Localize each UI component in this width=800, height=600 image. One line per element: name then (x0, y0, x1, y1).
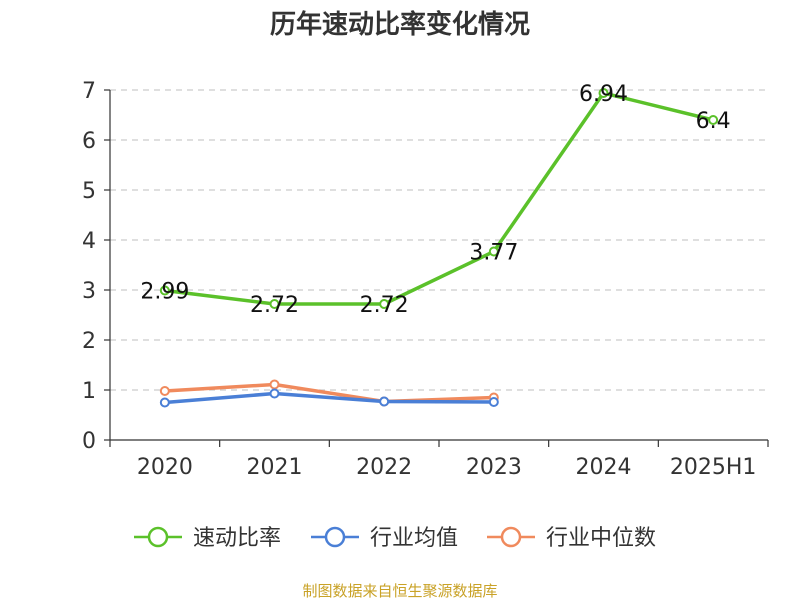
series-1 (159, 388, 499, 408)
y-tick-label: 4 (82, 229, 96, 254)
y-tick-label: 5 (82, 179, 96, 204)
y-tick-label: 1 (82, 379, 96, 404)
legend-item-2[interactable]: 行业中位数 (487, 526, 656, 551)
data-point[interactable] (488, 246, 499, 257)
data-point[interactable] (269, 388, 280, 399)
y-tick-label: 2 (82, 329, 96, 354)
data-label: 6.4 (696, 109, 731, 134)
legend-label: 行业均值 (370, 526, 458, 551)
series-0: 2.99 2.72 2.72 3.77 6.94 6.4 (140, 82, 730, 318)
legend-marker (147, 526, 169, 548)
legend-item-1[interactable]: 行业均值 (311, 526, 458, 551)
data-point[interactable] (598, 88, 609, 98)
chart-title: 历年速动比率变化情况 (270, 9, 530, 40)
data-label: 2.99 (140, 280, 189, 305)
x-tick-label: 2024 (576, 455, 632, 480)
legend-label: 行业中位数 (546, 526, 656, 551)
x-tick-label: 2023 (466, 455, 522, 480)
x-tick-label: 2020 (137, 455, 193, 480)
x-tick-label: 2022 (356, 455, 412, 480)
y-tick-label: 7 (82, 79, 96, 104)
series-line (164, 391, 494, 405)
x-tick-label: 2021 (247, 455, 303, 480)
y-tick-label: 0 (82, 429, 96, 454)
data-point[interactable] (708, 115, 719, 125)
legend-marker (500, 526, 522, 548)
x-tick-label: 2025H1 (670, 455, 757, 480)
legend[interactable]: 速动比率 行业均值 行业中位数 (134, 526, 656, 551)
data-point[interactable] (379, 299, 390, 309)
series-layer: 2.99 2.72 2.72 3.77 6.94 6.4 (140, 82, 731, 408)
data-label: 3.77 (469, 241, 518, 266)
data-label: 2.72 (250, 293, 299, 318)
axes: 0 1 2 3 4 5 6 7 2020 2021 2022 2023 2024 2025H1 (82, 79, 769, 480)
legend-marker (324, 526, 346, 548)
grid (110, 89, 768, 391)
series-line (164, 382, 494, 404)
data-point[interactable] (159, 285, 170, 296)
data-point[interactable] (159, 386, 170, 396)
data-point[interactable] (379, 396, 390, 407)
data-point[interactable] (269, 379, 280, 390)
y-tick-label: 3 (82, 279, 96, 304)
data-point[interactable] (159, 397, 170, 408)
data-label: 2.72 (360, 293, 409, 318)
y-tick-label: 6 (82, 129, 96, 154)
series-line (164, 91, 714, 306)
legend-item-0[interactable]: 速动比率 (134, 526, 281, 551)
source-note: 制图数据来自恒生聚源数据库 (302, 582, 497, 600)
legend-label: 速动比率 (193, 526, 281, 551)
data-point[interactable] (488, 397, 499, 407)
data-label: 6.94 (579, 82, 628, 107)
data-point[interactable] (269, 299, 280, 309)
